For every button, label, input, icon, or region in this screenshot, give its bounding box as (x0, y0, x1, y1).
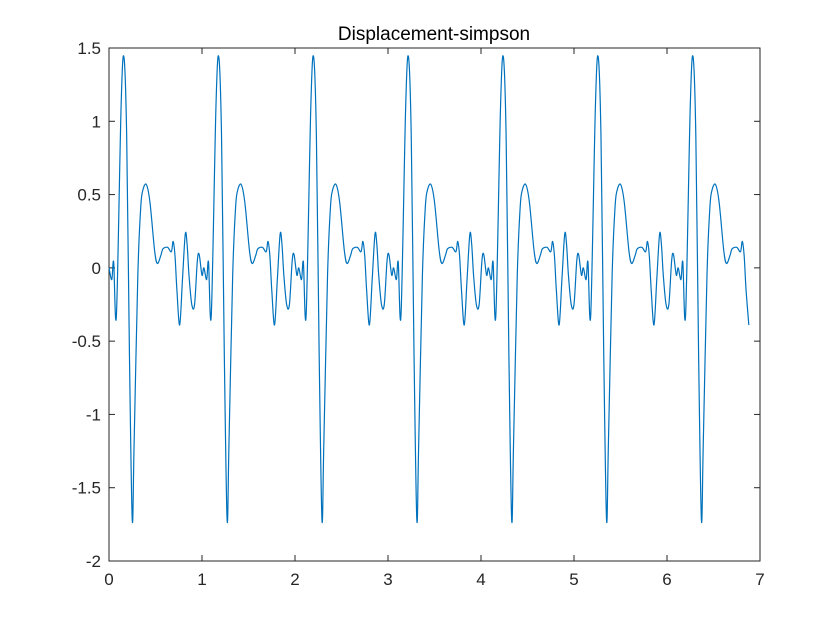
x-tick-label: 5 (569, 570, 578, 589)
y-tick-label: 1 (92, 112, 101, 131)
y-tick-label: -1.5 (72, 479, 101, 498)
x-tick-label: 1 (197, 570, 206, 589)
x-tick-label: 2 (290, 570, 299, 589)
y-tick-label: -2 (86, 552, 101, 571)
y-tick-label: 1.5 (77, 39, 101, 58)
x-tick-label: 0 (104, 570, 113, 589)
y-tick-label: 0.5 (77, 186, 101, 205)
y-tick-label: -1 (86, 405, 101, 424)
x-tick-label: 7 (755, 570, 764, 589)
plot-area (108, 47, 761, 562)
ticks-layer: 0 1 2 3 4 5 6 7 -2 -1.5 -1 -0.5 0 0.5 1 1.5 (72, 39, 765, 589)
series-layer (108, 55, 750, 524)
chart-title: Displacement-simpson (338, 24, 530, 45)
series-line (108, 55, 750, 524)
y-tick-label: 0 (92, 259, 101, 278)
x-tick-label: 6 (662, 570, 671, 589)
y-tick-label: -0.5 (72, 332, 101, 351)
x-tick-label: 3 (383, 570, 392, 589)
x-tick-label: 4 (476, 570, 485, 589)
